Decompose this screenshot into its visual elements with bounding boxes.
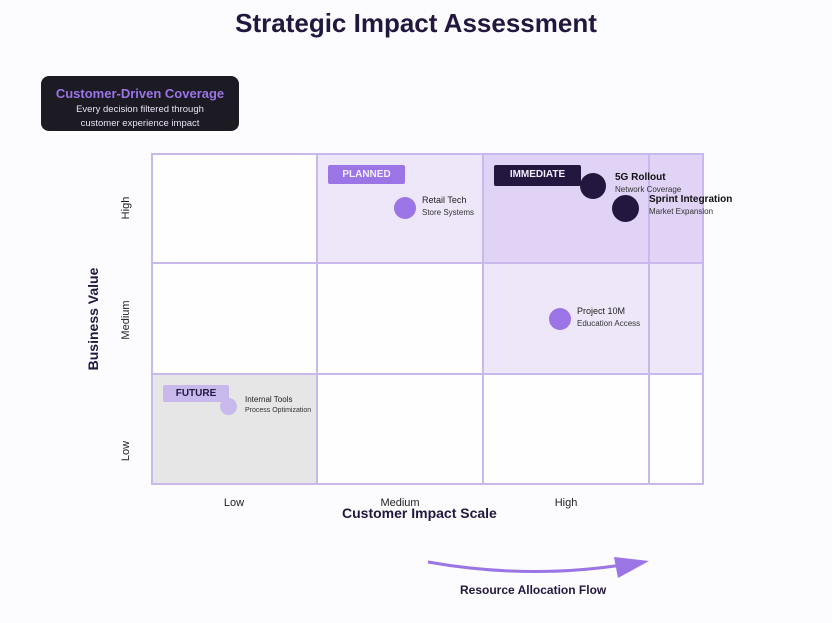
callout-title: Customer-Driven Coverage xyxy=(55,86,225,101)
callout-line-2: customer experience impact xyxy=(80,118,200,129)
flow-label: Resource Allocation Flow xyxy=(460,583,607,597)
project-dot-sprint-integration[interactable] xyxy=(612,195,639,222)
project-dot-5g-rollout[interactable] xyxy=(580,173,606,199)
project-name-internal-tools: Internal Tools xyxy=(245,395,293,404)
project-sub-sprint-integration: Market Expansion xyxy=(649,207,714,216)
project-sub-project-10m: Education Access xyxy=(577,319,641,328)
x-axis-title: Customer Impact Scale xyxy=(342,505,497,521)
project-dot-internal-tools[interactable] xyxy=(220,398,237,415)
cell-medium-medium xyxy=(316,262,484,375)
cell-low-extra xyxy=(648,373,704,485)
project-name-retail-tech: Retail Tech xyxy=(422,195,467,205)
x-tick-low: Low xyxy=(223,497,245,509)
coverage-callout: Customer-Driven Coverage Every decision … xyxy=(41,76,239,131)
y-tick-high: High xyxy=(120,196,132,220)
y-tick-low: Low xyxy=(120,440,132,462)
project-sub-5g-rollout: Network Coverage xyxy=(615,185,682,194)
y-tick-medium: Medium xyxy=(120,300,132,340)
cell-medium-extra xyxy=(648,262,704,375)
cell-low-high xyxy=(482,373,650,485)
cell-low-medium xyxy=(316,373,484,485)
project-name-sprint-integration: Sprint Integration xyxy=(649,194,733,205)
project-sub-internal-tools: Process Optimization xyxy=(245,407,312,414)
zone-badge-planned: PLANNED xyxy=(328,165,405,184)
zone-badge-immediate: IMMEDIATE xyxy=(494,165,581,186)
zone-badge-future: FUTURE xyxy=(163,385,229,402)
project-name-5g-rollout: 5G Rollout xyxy=(615,172,666,183)
x-tick-high: High xyxy=(554,497,578,509)
project-name-project-10m: Project 10M xyxy=(577,306,626,316)
y-axis-title: Business Value xyxy=(85,267,101,371)
cell-high-extra xyxy=(648,153,704,264)
cell-high-low xyxy=(151,153,318,264)
cell-medium-low xyxy=(151,262,318,375)
x-tick-medium: Medium xyxy=(380,497,420,509)
callout-line-1: Every decision filtered through xyxy=(76,104,204,115)
project-dot-project-10m[interactable] xyxy=(549,308,571,330)
project-sub-retail-tech: Store Systems xyxy=(422,208,475,217)
page-title: Strategic Impact Assessment xyxy=(235,8,597,38)
project-dot-retail-tech[interactable] xyxy=(394,197,416,219)
